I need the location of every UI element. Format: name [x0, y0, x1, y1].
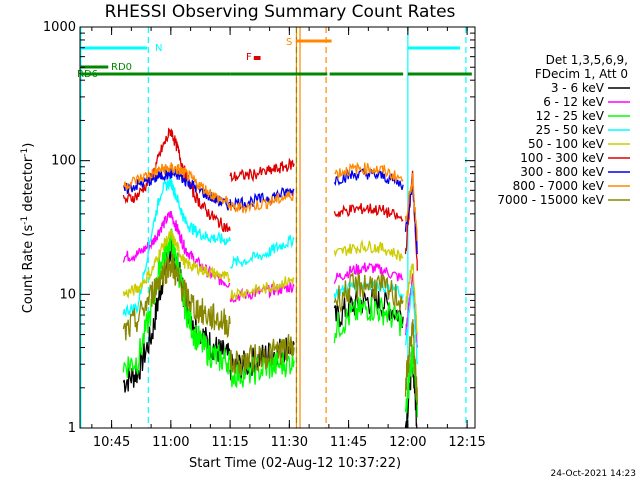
series-line [333, 296, 404, 344]
x-tick-label: 11:15 [211, 435, 248, 450]
legend-label: 25 - 50 keV [536, 123, 605, 137]
series-line [404, 284, 418, 365]
legend-header: FDecim 1, Att 0 [535, 67, 628, 81]
x-tick-label: 12:00 [389, 435, 426, 450]
series-line [404, 319, 418, 405]
legend-header: Det 1,3,5,6,9, [546, 53, 628, 67]
series-line [333, 262, 404, 284]
series-line [229, 191, 295, 215]
rd0-label: RD0 [111, 62, 132, 73]
chart-title: RHESSI Observing Summary Count Rates [105, 2, 456, 22]
series-line [404, 172, 418, 242]
y-axis-label-mid: detector [21, 156, 36, 216]
x-tick-label: 12:15 [448, 435, 485, 450]
x-tick-label: 11:00 [152, 435, 189, 450]
series-line [122, 166, 231, 211]
legend-label: 100 - 300 keV [520, 151, 604, 165]
flare-label: F [246, 52, 252, 63]
y-axis-label-end: ) [21, 143, 36, 148]
series-line [404, 263, 418, 335]
series-line [333, 168, 404, 190]
plot-area: N S F RD0 RD6 10:45 11:00 11:15 11:30 11:45 12:00 1… [43, 20, 628, 450]
y-tick-label: 1000 [43, 20, 76, 35]
y-axis-label-sup2: -1 [20, 148, 30, 157]
series-line [334, 161, 404, 183]
y-axis-label-sup1: -1 [20, 216, 30, 225]
series-line [229, 276, 295, 301]
series-line [229, 234, 295, 269]
y-tick-label: 1 [68, 421, 76, 436]
axes-frame [79, 26, 476, 429]
legend-label: 800 - 7000 keV [513, 179, 605, 193]
legend-label: 50 - 100 keV [528, 137, 605, 151]
legend-label: 7000 - 15000 keV [497, 193, 604, 207]
series-line [122, 254, 231, 341]
legend-label: 3 - 6 keV [551, 81, 605, 95]
y-axis-label: Count Rate (s-1 detector-1) [20, 143, 36, 314]
series-line [122, 127, 231, 233]
x-tick-label: 11:30 [271, 435, 308, 450]
y-tick-label: 100 [51, 154, 76, 169]
series-line [333, 203, 404, 222]
x-tick-label: 10:45 [93, 435, 130, 450]
legend-label: 300 - 800 keV [520, 165, 604, 179]
series-line [229, 157, 295, 183]
night-label: N [155, 43, 162, 54]
series-line [123, 162, 231, 210]
x-axis-label: Start Time (02-Aug-12 10:37:22) [189, 456, 401, 471]
y-axis-label-base: Count Rate (s [21, 225, 36, 314]
series-line [229, 334, 295, 376]
series-line [333, 238, 404, 262]
x-tick-label: 11:45 [330, 435, 367, 450]
series-line [122, 175, 231, 318]
series-line [333, 271, 404, 314]
legend-label: 12 - 25 keV [536, 109, 605, 123]
legend-label: 6 - 12 keV [543, 95, 605, 109]
rd6-label: RD6 [77, 69, 98, 80]
footer-timestamp: 24-Oct-2021 14:23 [551, 469, 636, 479]
series-line [122, 228, 231, 299]
y-tick-label: 10 [59, 287, 76, 302]
saa-label: S [286, 37, 292, 48]
